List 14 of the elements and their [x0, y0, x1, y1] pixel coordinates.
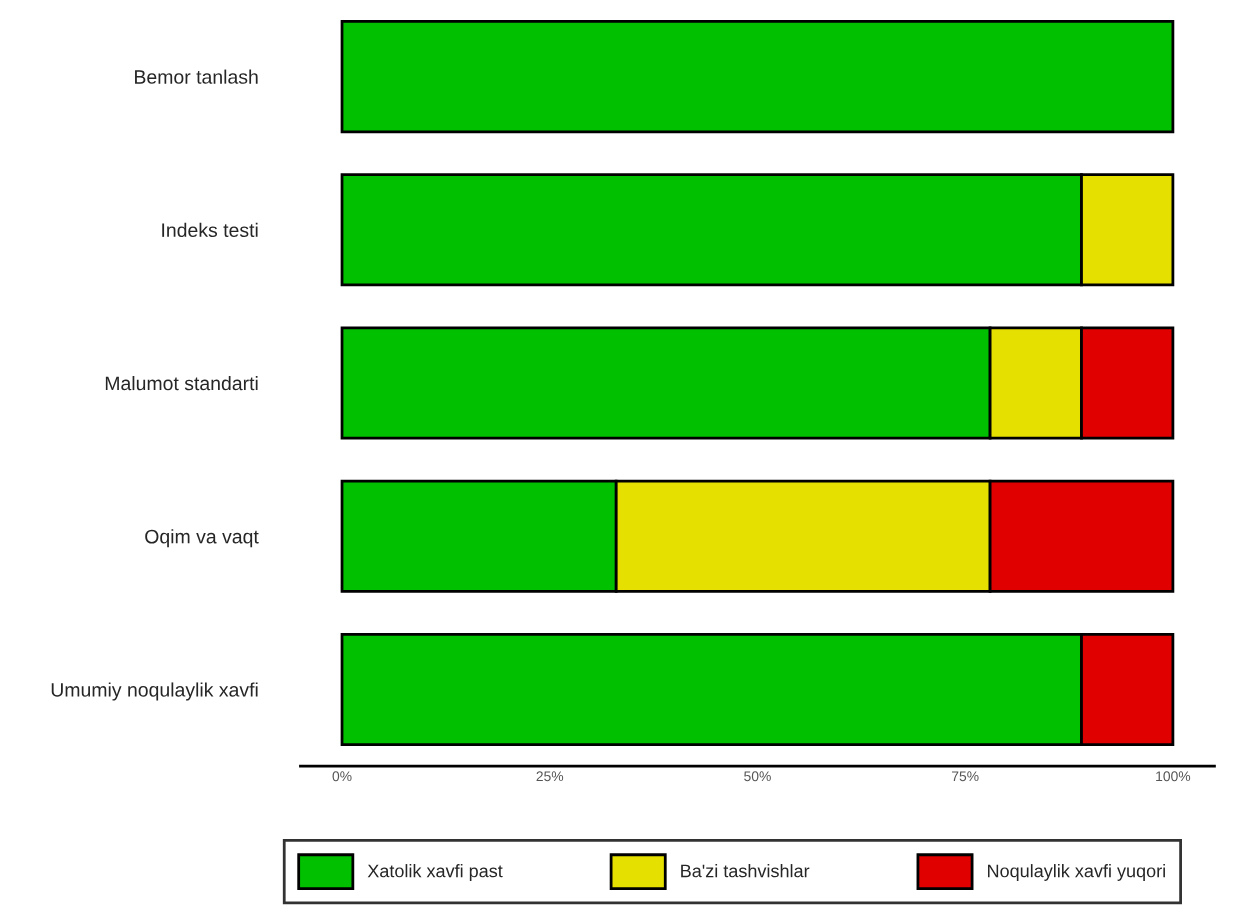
x-tick-label: 75%	[951, 771, 979, 782]
legend-label: Ba'zi tashvishlar	[681, 864, 810, 878]
bar	[340, 20, 1175, 134]
x-tick-label: 0%	[332, 771, 352, 782]
legend-label: Noqulaylik xavfi yuqori	[988, 864, 1165, 881]
y-tick-label: Umumiy noqulaylik xavfi	[51, 682, 258, 701]
x-tick-label: 100%	[1156, 771, 1191, 782]
y-tick-label: Bemor tanlash	[135, 69, 258, 84]
legend-label: Xatolik xavfi past	[367, 864, 503, 881]
y-tick-label: Oqim va vaqt	[145, 529, 259, 548]
y-tick-label: Malumot standarti	[105, 375, 258, 391]
y-tick-label: Indeks testi	[162, 222, 258, 238]
x-tick-label: 25%	[536, 771, 564, 782]
x-tick-label: 50%	[744, 771, 771, 782]
